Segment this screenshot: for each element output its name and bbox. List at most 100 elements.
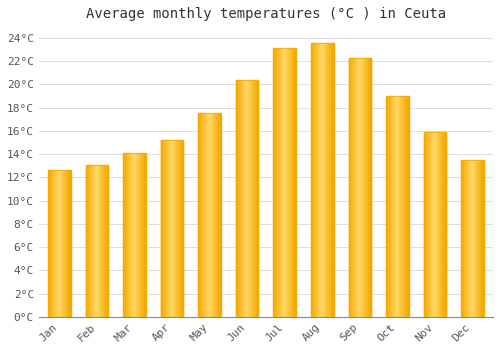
Bar [179, 140, 180, 317]
Bar [437, 132, 438, 317]
Bar [357, 58, 358, 317]
Bar [126, 153, 128, 317]
Bar [180, 140, 181, 317]
Bar [210, 113, 211, 317]
Bar [63, 170, 64, 317]
Bar [329, 43, 330, 317]
Bar [323, 43, 324, 317]
Bar [209, 113, 210, 317]
Bar [217, 113, 218, 317]
Bar [103, 164, 104, 317]
Bar [478, 160, 479, 317]
Bar [238, 80, 239, 317]
Bar [363, 58, 364, 317]
Bar [100, 164, 101, 317]
Bar [477, 160, 478, 317]
Bar [312, 43, 314, 317]
Bar [445, 132, 446, 317]
Bar [94, 164, 96, 317]
Bar [275, 48, 276, 317]
Bar [132, 153, 133, 317]
Bar [469, 160, 470, 317]
Bar [467, 160, 468, 317]
Bar [183, 140, 184, 317]
Bar [214, 113, 216, 317]
Bar [181, 140, 182, 317]
Bar [350, 58, 351, 317]
Bar [60, 170, 61, 317]
Bar [313, 43, 314, 317]
Bar [443, 132, 444, 317]
Bar [168, 140, 169, 317]
Bar [388, 96, 389, 317]
Bar [400, 96, 402, 317]
Bar [130, 153, 131, 317]
Bar [131, 153, 132, 317]
Bar [397, 96, 398, 317]
Bar [246, 80, 247, 317]
Bar [52, 170, 53, 317]
Bar [311, 43, 312, 317]
Bar [426, 132, 427, 317]
Bar [94, 164, 95, 317]
Bar [171, 140, 172, 317]
Bar [470, 160, 472, 317]
Bar [393, 96, 394, 317]
Bar [481, 160, 482, 317]
Bar [198, 113, 199, 317]
Bar [201, 113, 202, 317]
Bar [474, 160, 476, 317]
Bar [144, 153, 146, 317]
Bar [175, 140, 176, 317]
Bar [220, 113, 221, 317]
Bar [441, 132, 442, 317]
Bar [166, 140, 167, 317]
Bar [319, 43, 320, 317]
Bar [167, 140, 168, 317]
Bar [143, 153, 144, 317]
Bar [208, 113, 209, 317]
Bar [276, 48, 277, 317]
Bar [461, 160, 483, 317]
Bar [140, 153, 141, 317]
Bar [315, 43, 316, 317]
Bar [163, 140, 164, 317]
Bar [125, 153, 126, 317]
Bar [96, 164, 97, 317]
Bar [358, 58, 360, 317]
Bar [403, 96, 404, 317]
Bar [284, 48, 285, 317]
Bar [238, 80, 240, 317]
Bar [124, 153, 146, 317]
Bar [354, 58, 355, 317]
Bar [249, 80, 250, 317]
Bar [470, 160, 471, 317]
Bar [332, 43, 333, 317]
Bar [128, 153, 129, 317]
Bar [139, 153, 140, 317]
Bar [97, 164, 98, 317]
Bar [279, 48, 280, 317]
Bar [104, 164, 105, 317]
Bar [218, 113, 220, 317]
Bar [199, 113, 200, 317]
Bar [406, 96, 407, 317]
Bar [172, 140, 174, 317]
Bar [88, 164, 89, 317]
Bar [429, 132, 430, 317]
Bar [480, 160, 481, 317]
Bar [351, 58, 352, 317]
Bar [434, 132, 435, 317]
Bar [468, 160, 469, 317]
Bar [90, 164, 91, 317]
Bar [255, 80, 256, 317]
Bar [400, 96, 401, 317]
Bar [138, 153, 139, 317]
Bar [348, 58, 349, 317]
Bar [328, 43, 329, 317]
Bar [326, 43, 328, 317]
Bar [283, 48, 284, 317]
Bar [348, 58, 371, 317]
Bar [106, 164, 107, 317]
Bar [330, 43, 332, 317]
